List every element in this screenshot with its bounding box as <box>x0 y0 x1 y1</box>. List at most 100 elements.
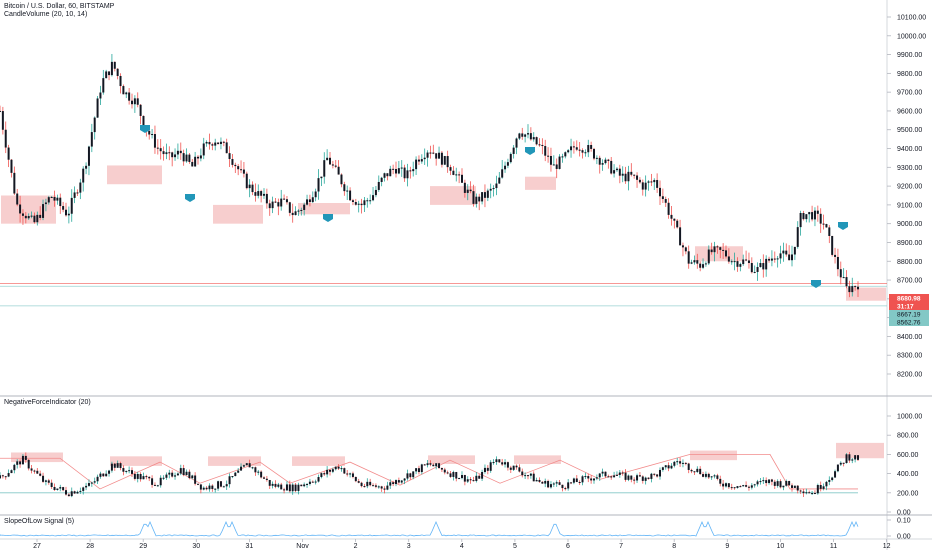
nfi-body <box>518 467 521 472</box>
nfi-body <box>813 493 816 495</box>
candle-body <box>199 155 202 159</box>
candle-body <box>331 164 334 166</box>
price-axis-label: 9400.00 <box>897 146 922 153</box>
symbol-title[interactable]: Bitcoin / U.S. Dollar, 60, BITSTAMP <box>4 3 115 10</box>
nfi-body <box>30 468 33 471</box>
candle-body <box>498 177 501 184</box>
nfi-body <box>59 487 62 489</box>
candle-body <box>641 182 644 190</box>
nfi-body <box>438 463 441 469</box>
price-tag-label: 8680.98 <box>897 296 921 303</box>
nfi-body <box>793 485 796 488</box>
nfi-body <box>317 477 320 482</box>
candle-body <box>263 193 265 196</box>
candle-body <box>125 92 128 95</box>
nfi-body <box>65 490 67 495</box>
nfi-body <box>105 473 108 477</box>
time-axis-label: 28 <box>86 543 94 550</box>
time-axis-label: 27 <box>33 543 41 550</box>
nfi-zone <box>428 455 475 464</box>
nfi-body <box>145 476 148 478</box>
nfi-body <box>242 465 245 467</box>
nfi-body <box>739 486 742 488</box>
nfi-body <box>521 471 524 476</box>
price-tag-label: 8667.19 <box>897 312 921 319</box>
nfi-body <box>139 473 142 480</box>
candle-body <box>119 75 122 87</box>
nfi-body <box>369 481 372 486</box>
nfi-body <box>334 466 337 470</box>
nfi-body <box>581 476 584 483</box>
candle-body <box>242 169 245 174</box>
candle-body <box>524 134 527 137</box>
nfi-body <box>475 475 478 481</box>
nfi-body <box>395 480 397 485</box>
nfi-body <box>102 473 105 477</box>
nfi-body <box>53 486 56 490</box>
nfi-body <box>656 474 659 477</box>
nfi-body <box>153 484 156 486</box>
indicator-legend[interactable]: CandleVolume (20, 10, 14) <box>4 11 88 18</box>
nfi-body <box>647 477 650 479</box>
price-axis-label: 9700.00 <box>897 90 922 97</box>
candle-body <box>753 271 756 273</box>
slope-title[interactable]: SlopeOfLow Signal (5) <box>4 518 75 525</box>
candle-body <box>831 235 834 255</box>
nfi-body <box>87 483 90 486</box>
nfi-body <box>108 470 111 474</box>
price-tag-label: 8562.76 <box>897 320 921 327</box>
candle-body <box>636 175 639 180</box>
nfi-body <box>429 463 432 465</box>
nfi-body <box>727 483 730 488</box>
candle-body <box>397 168 400 174</box>
candle-body <box>363 200 366 206</box>
nfi-body <box>506 462 509 468</box>
nfi-body <box>67 494 70 497</box>
candle-body <box>179 150 182 154</box>
candle-body <box>811 212 814 220</box>
nfi-body <box>96 476 99 482</box>
nfi-body <box>403 478 406 481</box>
candle-body <box>825 224 828 228</box>
candle-body <box>607 159 610 161</box>
nfi-body <box>133 473 136 479</box>
candle-body <box>297 210 300 212</box>
nfi-body <box>214 488 217 490</box>
candle-body <box>240 169 243 171</box>
candle-body <box>228 153 231 160</box>
nfi-body <box>816 485 819 494</box>
candle-body <box>561 156 564 158</box>
nfi-body <box>564 488 567 490</box>
nfi-body <box>73 491 76 494</box>
candle-body <box>323 160 326 177</box>
nfi-title[interactable]: NegativeForceIndicator (20) <box>4 399 91 406</box>
price-tag <box>889 310 929 318</box>
candle-body <box>449 167 452 171</box>
candle-body <box>595 157 598 159</box>
nfi-body <box>753 484 756 486</box>
nfi-body <box>194 475 197 484</box>
candle-body <box>102 78 105 93</box>
time-axis-label: 29 <box>139 543 147 550</box>
candle-body <box>340 174 343 185</box>
candle-body <box>590 145 593 149</box>
candle-body <box>409 170 412 172</box>
candle-body <box>676 220 679 228</box>
time-axis-label: 2 <box>354 543 358 550</box>
nfi-body <box>440 468 443 470</box>
candle-body <box>486 190 489 198</box>
nfi-body <box>535 479 538 482</box>
nfi-body <box>839 462 842 465</box>
nfi-body <box>265 478 268 481</box>
candle-body <box>33 215 36 223</box>
nfi-body <box>681 462 684 464</box>
candle-body <box>426 152 429 158</box>
signal-marker <box>838 222 848 230</box>
nfi-zone <box>11 452 63 463</box>
candle-body <box>667 202 670 215</box>
nfi-body <box>337 466 340 469</box>
nfi-body <box>486 467 489 471</box>
candle-body <box>294 211 297 216</box>
candle-body <box>489 188 492 191</box>
